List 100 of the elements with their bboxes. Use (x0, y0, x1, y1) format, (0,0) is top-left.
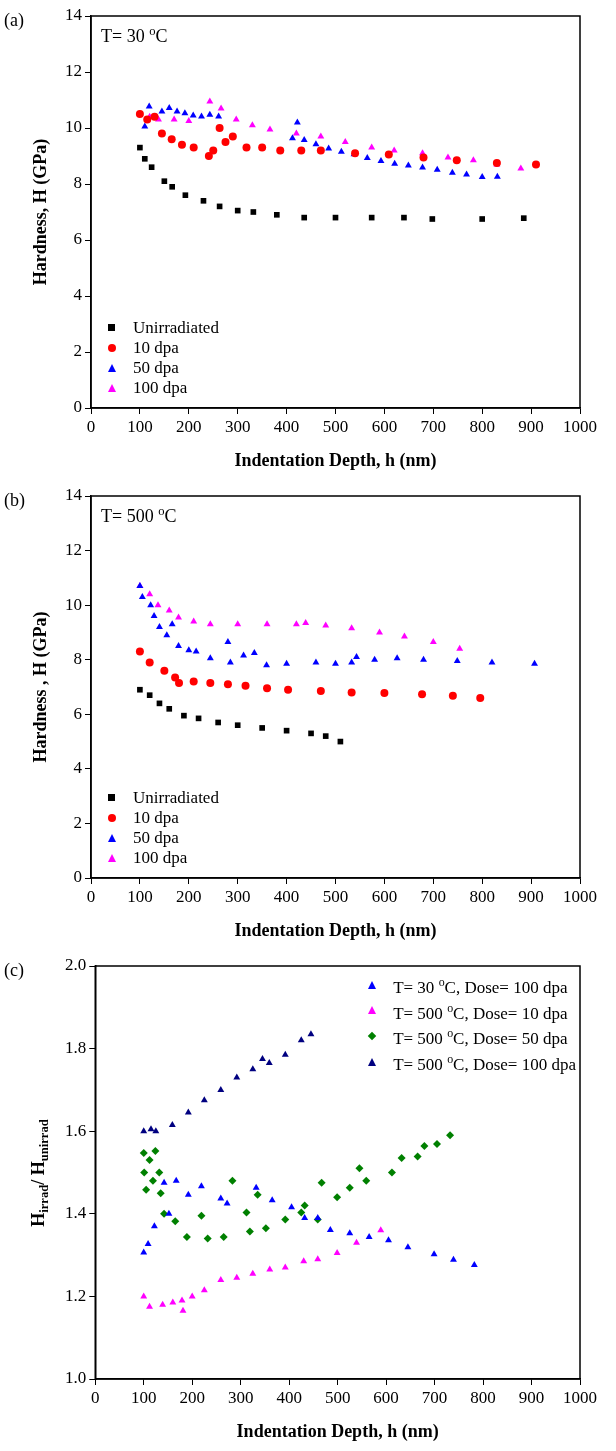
point (347, 688, 356, 697)
y-tick-label: 0 (73, 397, 82, 417)
y-tick-label: 8 (73, 649, 82, 669)
x-tick-label: 500 (322, 886, 349, 906)
point (182, 192, 189, 199)
point (232, 115, 240, 122)
point (185, 117, 193, 123)
point (312, 140, 320, 147)
point (150, 112, 159, 121)
point (192, 647, 200, 654)
point (263, 661, 271, 668)
x-tick-label: 200 (176, 886, 202, 906)
point (259, 1054, 266, 1061)
point (531, 160, 540, 169)
point (397, 1154, 406, 1163)
point (165, 104, 173, 111)
legend-label: Unirradiated (133, 318, 219, 338)
y-tick-label: 2 (73, 341, 82, 361)
point (206, 654, 214, 661)
y-tick-label: 1.8 (65, 1038, 87, 1058)
point (404, 161, 412, 168)
x-tick-label: 200 (179, 1387, 205, 1407)
point (137, 686, 143, 693)
point (217, 1194, 225, 1201)
point (178, 1296, 186, 1303)
point (252, 1183, 260, 1190)
point (169, 1298, 177, 1305)
point (140, 1248, 148, 1255)
point (140, 1127, 148, 1134)
legend-label: 100 dpa (133, 848, 188, 868)
point (380, 689, 389, 697)
point (469, 156, 477, 163)
point (219, 1232, 228, 1241)
legend-label: T= 500 $^{o}$C, Dose= 50 dpa (393, 1025, 568, 1049)
point (197, 1182, 205, 1189)
point (300, 1257, 308, 1264)
point (283, 659, 291, 666)
y-tick-label: 12 (65, 540, 82, 560)
point (404, 1243, 412, 1250)
point (266, 1265, 274, 1272)
point (301, 1213, 309, 1220)
point (263, 684, 272, 693)
point (400, 632, 408, 639)
point (333, 1193, 342, 1202)
point (317, 1178, 326, 1187)
point (175, 642, 182, 649)
point (215, 719, 221, 726)
point (139, 1149, 148, 1158)
y-tick-label: 2 (73, 812, 82, 832)
point (165, 1209, 173, 1216)
x-axis-title: Indentation Depth, h (nm) (234, 449, 437, 471)
y-tick-label: 4 (73, 758, 83, 778)
point (341, 138, 349, 144)
point (156, 622, 163, 629)
x-tick-label: 300 (224, 416, 251, 436)
point (297, 146, 306, 155)
point (150, 612, 158, 619)
point (184, 1190, 192, 1197)
annotation: T= 30 $^{o}$C (101, 24, 168, 47)
point (217, 1275, 225, 1282)
point (387, 1168, 396, 1177)
point (448, 168, 456, 175)
x-tick-label: 600 (373, 1387, 399, 1407)
point (145, 658, 154, 667)
point (148, 1176, 157, 1185)
point (248, 121, 256, 128)
point (429, 216, 436, 222)
x-tick-label: 0 (91, 1387, 100, 1407)
point (150, 1222, 158, 1229)
point (307, 1030, 315, 1037)
point (170, 115, 178, 122)
point (249, 1269, 257, 1276)
point (353, 1238, 360, 1245)
point (268, 1196, 276, 1203)
point (177, 140, 186, 149)
x-tick-label: 500 (324, 1387, 351, 1407)
point (517, 164, 525, 171)
point (418, 690, 427, 699)
point (241, 681, 250, 690)
y-tick-label: 0 (73, 867, 82, 887)
y-tick-label: 14 (65, 5, 83, 25)
x-tick-label: 900 (518, 886, 544, 906)
point (154, 601, 162, 608)
point (292, 620, 300, 627)
x-tick-label: 800 (469, 886, 495, 906)
point (146, 590, 154, 597)
point (276, 146, 285, 155)
point (302, 618, 310, 625)
text: (b) (4, 490, 25, 511)
point (316, 687, 325, 696)
point (478, 173, 486, 179)
legend-label: 10 dpa (133, 808, 179, 828)
point (159, 1300, 167, 1307)
point (253, 1190, 262, 1199)
point (531, 659, 538, 666)
point (228, 1176, 237, 1185)
point (353, 652, 360, 659)
point (391, 159, 399, 166)
y-tick-label: 12 (65, 61, 82, 81)
point (224, 637, 232, 644)
